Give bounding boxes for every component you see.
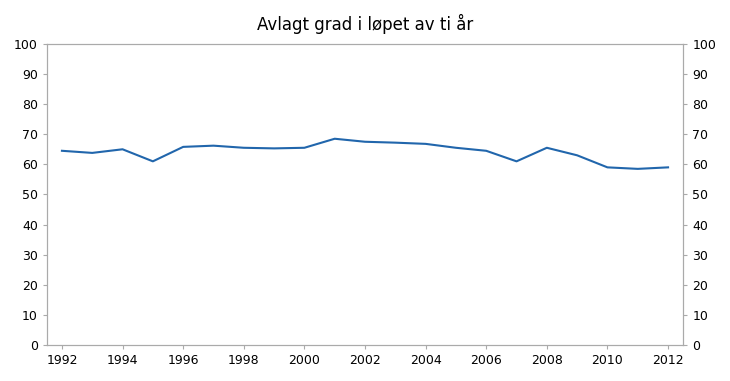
Title: Avlagt grad i løpet av ti år: Avlagt grad i løpet av ti år — [257, 14, 473, 34]
